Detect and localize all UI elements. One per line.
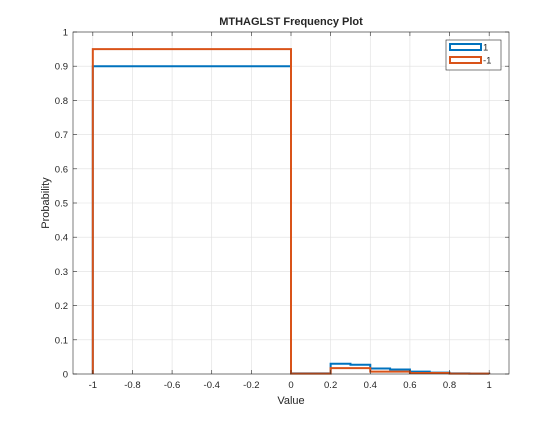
y-tick-label: 0 xyxy=(63,370,68,381)
x-tick-label: -1 xyxy=(89,380,97,391)
legend-label-2: -1 xyxy=(483,56,491,67)
y-tick-label: 0.5 xyxy=(55,199,68,210)
y-tick-label: 0.6 xyxy=(55,164,68,175)
x-tick-label: 1 xyxy=(487,380,492,391)
x-tick-label: 0.6 xyxy=(403,380,416,391)
legend-swatch-2 xyxy=(449,56,482,64)
y-tick-label: 0.7 xyxy=(55,130,68,141)
x-tick-label: 0.2 xyxy=(324,380,337,391)
y-tick-labels: 0 0.1 0.2 0.3 0.4 0.5 0.6 0.7 0.8 0.9 1 xyxy=(55,28,68,381)
x-tick-labels: -1 -0.8 -0.6 -0.4 -0.2 0 0.2 0.4 0.6 0.8 1 xyxy=(89,380,492,391)
y-tick-label: 0.1 xyxy=(55,335,68,346)
x-tick-label: -0.6 xyxy=(164,380,180,391)
y-tick-label: 0.2 xyxy=(55,301,68,312)
x-tick-label: -0.8 xyxy=(124,380,140,391)
y-tick-label: 1 xyxy=(63,28,68,39)
x-tick-label: -0.4 xyxy=(204,380,220,391)
y-axis-label: Probability xyxy=(40,177,52,229)
ticks xyxy=(73,31,509,375)
x-tick-label: -0.2 xyxy=(243,380,259,391)
y-tick-label: 0.9 xyxy=(55,62,68,73)
x-tick-label: 0 xyxy=(288,380,293,391)
y-tick-label: 0.4 xyxy=(55,233,68,244)
y-tick-label: 0.8 xyxy=(55,96,68,107)
x-tick-label: 0.8 xyxy=(443,380,456,391)
legend: 1-1 xyxy=(445,39,502,71)
chart-title: MTHAGLST Frequency Plot xyxy=(219,16,363,28)
x-axis-label: Value xyxy=(277,395,304,407)
legend-label-1: 1 xyxy=(483,43,488,54)
legend-swatch-1 xyxy=(449,43,482,51)
x-tick-label: 0.4 xyxy=(364,380,377,391)
y-tick-label: 0.3 xyxy=(55,267,68,278)
